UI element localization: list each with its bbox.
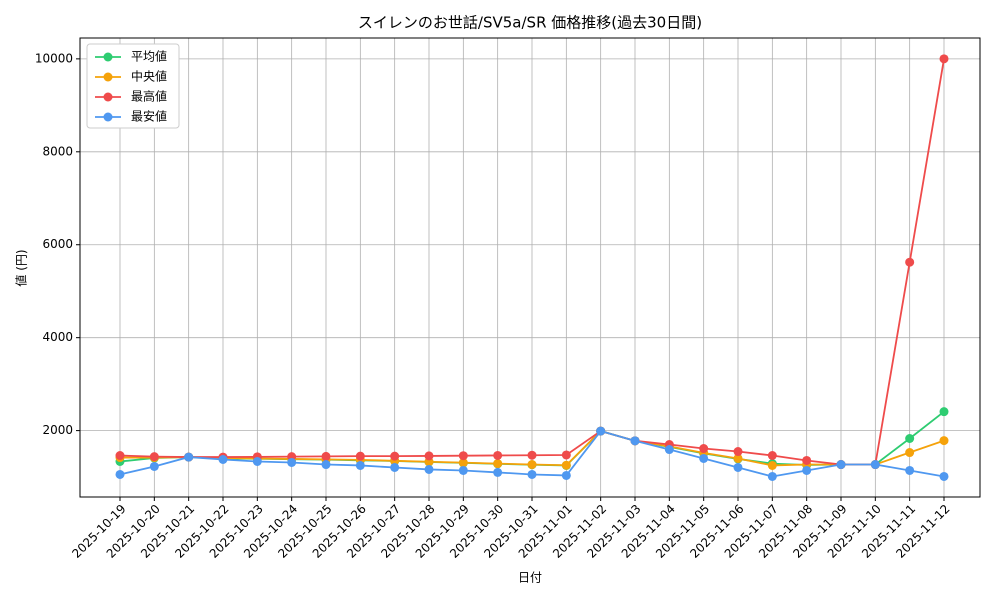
data-point [390, 462, 400, 472]
legend-marker [103, 72, 113, 82]
data-point [699, 444, 709, 454]
data-point [115, 451, 125, 461]
data-point [390, 451, 400, 461]
y-axis-label: 値 (円) [14, 249, 29, 286]
y-tick-label: 8000 [42, 144, 73, 158]
data-point [355, 460, 365, 470]
data-point [733, 447, 743, 457]
legend-marker [103, 92, 113, 102]
data-point [767, 460, 777, 470]
data-point [767, 451, 777, 461]
data-point [149, 452, 159, 462]
legend-label: 平均値 [131, 49, 167, 64]
legend-marker [103, 52, 113, 62]
data-point [905, 433, 915, 443]
legend-label: 最安値 [131, 109, 167, 124]
legend-label: 最高値 [131, 89, 167, 104]
data-point [733, 462, 743, 472]
data-point [355, 451, 365, 461]
data-point [149, 461, 159, 471]
data-point [905, 465, 915, 475]
data-point [905, 448, 915, 458]
data-point [561, 450, 571, 460]
data-point [321, 451, 331, 461]
data-point [630, 436, 640, 446]
data-point [527, 469, 537, 479]
data-point [596, 426, 606, 436]
y-tick-label: 6000 [42, 237, 73, 251]
legend-label: 中央値 [131, 69, 167, 84]
data-point [767, 471, 777, 481]
y-tick-label: 10000 [35, 51, 73, 65]
x-axis-label: 日付 [518, 571, 542, 585]
data-point [184, 452, 194, 462]
data-point [561, 470, 571, 480]
data-point [424, 451, 434, 461]
data-point [939, 471, 949, 481]
data-point [458, 451, 468, 461]
data-point [321, 460, 331, 470]
data-point [870, 460, 880, 470]
data-point [493, 450, 503, 460]
chart-title: スイレンのお世話/SV5a/SR 価格推移(過去30日間) [358, 14, 702, 32]
data-point [699, 453, 709, 463]
data-point [802, 465, 812, 475]
data-point [527, 450, 537, 460]
data-point [939, 436, 949, 446]
data-point [905, 257, 915, 267]
data-point [561, 460, 571, 470]
data-point [252, 456, 262, 466]
data-point [733, 453, 743, 463]
data-point [424, 464, 434, 474]
y-tick-label: 4000 [42, 330, 73, 344]
data-point [458, 465, 468, 475]
data-point [939, 407, 949, 417]
data-point [493, 459, 503, 469]
data-point [287, 457, 297, 467]
data-point [836, 460, 846, 470]
data-point [493, 467, 503, 477]
data-point [664, 445, 674, 455]
data-point [802, 455, 812, 465]
y-tick-label: 2000 [42, 423, 73, 437]
legend-marker [103, 112, 113, 122]
data-point [458, 458, 468, 468]
data-point [939, 54, 949, 64]
data-point [527, 460, 537, 470]
legend-box [86, 43, 180, 129]
plot-frame [79, 37, 981, 498]
data-point [218, 455, 228, 465]
data-point [115, 469, 125, 479]
